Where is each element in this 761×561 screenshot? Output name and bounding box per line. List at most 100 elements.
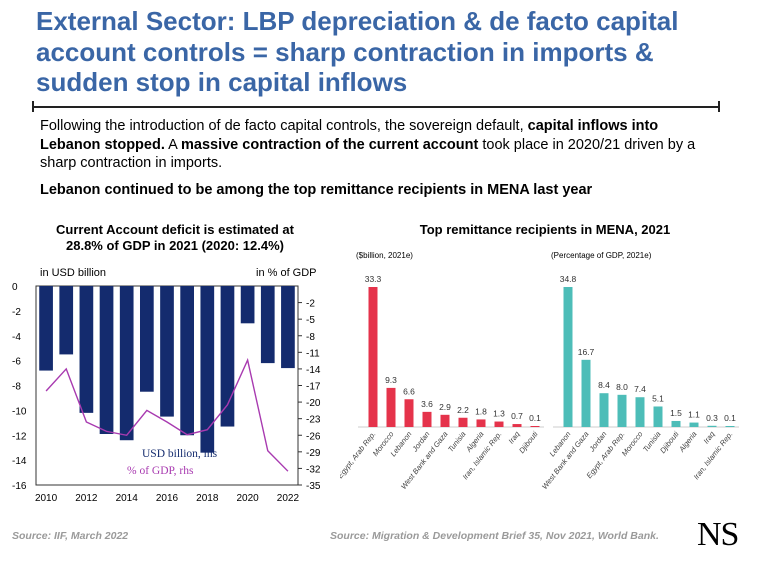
ca-left-tick-label: -16 (12, 481, 27, 492)
intro-bold-2: massive contraction of the current accou… (181, 136, 479, 153)
current-account-chart: in USD billion in % of GDP 0 -2 -4 -6 -8 -10 -12… (12, 267, 321, 504)
ca-left-tick-label: -2 (12, 307, 21, 318)
remit-gdp-value-label: 0.3 (706, 413, 718, 423)
ca-right-tick-label: -29 (306, 448, 321, 459)
ca-right-tick-label: -2 (306, 299, 315, 310)
ca-bar-usd (160, 286, 174, 417)
divider-right-tick (718, 101, 720, 112)
remit-gdp-value-label: 0.1 (724, 413, 736, 423)
ca-right-axis-label: in % of GDP (256, 267, 317, 279)
remit-usd-value-label: 2.2 (457, 405, 469, 415)
remit-gdp-bar (581, 359, 591, 427)
remit-gdp-bar (653, 406, 663, 427)
remittance-lead: Lebanon continued to be among the top re… (40, 182, 593, 198)
ca-right-tick-label: -26 (306, 431, 321, 442)
remit-gdp-bar (599, 393, 609, 427)
remit-usd-bar (512, 424, 522, 427)
remit-gdp-category-label: Djibouti (658, 429, 681, 455)
ca-x-tick-label: 2018 (196, 493, 219, 504)
remit-gdp-value-label: 8.0 (616, 382, 628, 392)
ca-x-tick-label: 2014 (116, 493, 139, 504)
remit-usd-bar (494, 421, 504, 427)
remit-chart-title: Top remittance recipients in MENA, 2021 (419, 222, 671, 237)
ca-right-tick-label: -32 (306, 464, 321, 475)
ca-right-tick-label: -23 (306, 415, 321, 426)
remit-gdp-value-label: 1.1 (688, 410, 700, 420)
ca-right-tick-label: -35 (306, 481, 321, 492)
ca-chart-title: Current Account deficit is estimated at … (56, 222, 294, 253)
remit-gdp-value-label: 16.7 (578, 347, 595, 357)
ca-bar-usd (139, 286, 154, 392)
ca-bar-usd (180, 286, 195, 436)
remit-gdp-bar (689, 422, 699, 427)
source-right: Source: Migration & Development Brief 35… (330, 530, 659, 542)
remit-usd-value-label: 1.8 (475, 406, 487, 416)
remittance-usd-chart: ($billion, 2021e) 33.3 Egypt, Arab Rep. 9.3… (340, 251, 544, 491)
remit-gdp-bar (563, 287, 573, 427)
remit-gdp-value-label: 5.1 (652, 393, 664, 403)
ca-left-axis-label: in USD billion (40, 267, 106, 279)
ca-bar-usd (281, 286, 295, 369)
intro-bold-1: capital inflows into Lebanon stopped. (40, 118, 659, 153)
remit-usd-bar (458, 417, 468, 427)
divider-left-tick (32, 101, 34, 112)
ca-right-tick-label: -14 (306, 365, 321, 376)
ca-x-tick-label: 2016 (156, 493, 179, 504)
ca-right-tick-label: -17 (306, 382, 321, 393)
ca-line-gdp (45, 357, 289, 472)
remit-gdp-bar (725, 426, 735, 427)
ca-left-tick-label: -14 (12, 456, 27, 467)
remit-usd-bar (440, 414, 450, 427)
ca-left-tick-label: 0 (12, 282, 18, 293)
remit-gdp-category-label: Iraq (702, 429, 718, 445)
intro-text-3: took place in 2020/21 driven by a sharp … (40, 136, 696, 172)
remit-usd-value-label: 3.6 (421, 399, 433, 409)
remit-gdp-bar (707, 425, 717, 427)
ca-x-tick-label: 2022 (277, 493, 300, 504)
ca-left-tick-label: -10 (12, 406, 27, 417)
ca-bar-usd (39, 286, 53, 371)
ca-x-tick-label: 2010 (35, 493, 58, 504)
remit-usd-bar (476, 419, 486, 427)
ca-bar-usd (220, 286, 235, 427)
remit-usd-bar (404, 399, 414, 427)
source-left: Source: IIF, March 2022 (12, 530, 129, 542)
remit-usd-category-label: Tunisia (446, 430, 468, 454)
remit-usd-value-label: 9.3 (385, 375, 397, 385)
remit-gdp-value-label: 34.8 (560, 274, 577, 284)
remit-usd-value-label: 2.9 (439, 402, 451, 412)
remit-usd-value-label: 33.3 (365, 274, 382, 284)
remit-gdp-bar (671, 420, 681, 427)
ca-left-tick-label: -4 (12, 332, 21, 343)
ca-bar-usd (240, 286, 255, 324)
remittance-gdp-chart: (Percentage of GDP, 2021e)34.8Lebanon16.… (540, 251, 739, 491)
remit-gdp-value-label: 7.4 (634, 384, 646, 394)
remit-gdp-bar (635, 397, 645, 427)
intro-text-2: A (164, 136, 181, 153)
intro-paragraph: Following the introduction of de facto c… (40, 117, 720, 173)
ca-x-tick-label: 2012 (75, 493, 98, 504)
ca-right-tick-label: -5 (306, 315, 315, 326)
ca-bar-usd (119, 286, 134, 441)
remit-gdp-subtitle: (Percentage of GDP, 2021e) (551, 251, 652, 260)
ca-left-tick-label: -6 (12, 357, 21, 368)
remit-usd-bar (422, 411, 432, 427)
remit-gdp-value-label: 1.5 (670, 408, 682, 418)
remit-gdp-category-label: Algeria (676, 430, 698, 455)
ca-x-tick-label: 2020 (236, 493, 259, 504)
ca-left-tick-label: -12 (12, 431, 27, 442)
remit-usd-category-label: Egypt, Arab Rep. (340, 430, 378, 480)
ca-right-tick-label: -20 (306, 398, 321, 409)
remit-usd-category-label: Iraq (507, 429, 523, 445)
ca-bar-usd (200, 286, 215, 453)
ca-bar-usd (59, 286, 74, 355)
remit-usd-bar (368, 287, 378, 427)
ca-legend-gdp: % of GDP, rhs (127, 465, 194, 477)
ca-bar-usd (260, 286, 275, 364)
remit-usd-subtitle: ($billion, 2021e) (356, 251, 413, 260)
remit-usd-value-label: 0.1 (529, 413, 541, 423)
ca-right-tick-label: -8 (306, 332, 315, 343)
ca-right-tick-label: -11 (306, 348, 320, 359)
remit-gdp-value-label: 8.4 (598, 380, 610, 390)
ns-logo: NS (697, 516, 739, 553)
